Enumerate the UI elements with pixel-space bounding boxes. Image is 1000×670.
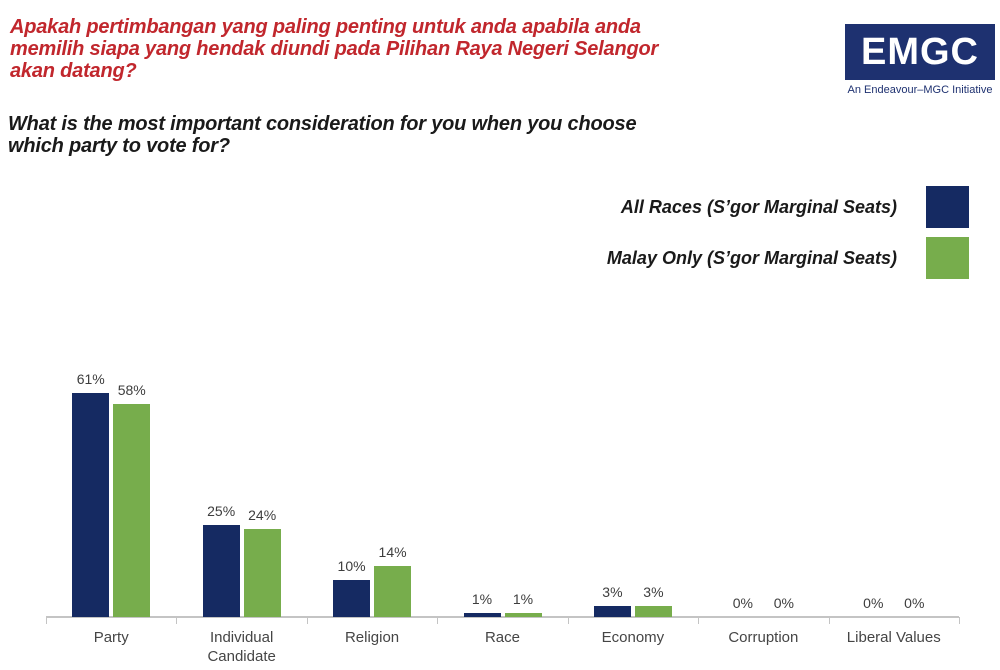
legend-item-malay-only: Malay Only (S’gor Marginal Seats) [607, 237, 969, 279]
legend-label-malay-only: Malay Only (S’gor Marginal Seats) [606, 247, 897, 268]
bar-chart-plot-area: 61% 58% 25% 24% 10% 14% 1% 1% 3% 3% 0% 0% 0% 0% [46, 350, 960, 624]
bar-value-label: 0% [863, 595, 884, 611]
x-axis-labels: Party Individual Candidate Religion Race Eco… [46, 628, 959, 670]
bar-value-label: 58% [117, 382, 146, 398]
x-axis-tick [46, 617, 47, 624]
english-question-line-1: What is the most important consideration… [8, 113, 637, 135]
x-axis-label-party: Party [93, 629, 129, 646]
emgc-logo-text: EMGC [861, 30, 979, 73]
bar-value-label: 24% [248, 507, 277, 523]
bar-value-label: 1% [512, 591, 534, 607]
bar-value-label: 3% [643, 584, 664, 600]
x-axis-label-individual-candidate: Individual Candidate [207, 629, 276, 665]
malay-question-line-1: Apakah pertimbangan yang paling penting … [10, 16, 641, 38]
bar-value-label: 10% [337, 558, 366, 574]
bar-individual-candidate-series-0 [202, 525, 240, 617]
bar-economy-series-1 [634, 606, 672, 617]
bar-value-label: 0% [773, 595, 794, 611]
x-axis-tick [567, 617, 569, 624]
malay-question-title: Apakah pertimbangan yang paling penting … [10, 16, 658, 82]
x-axis-label-race: Race [484, 629, 520, 646]
x-axis-tick [828, 617, 830, 624]
bar-value-label: 1% [471, 591, 493, 607]
malay-question-line-2: memilih siapa yang hendak diundi pada Pi… [10, 38, 659, 60]
legend-item-all-races: All Races (S’gor Marginal Seats) [621, 186, 969, 228]
x-axis-tick [437, 617, 439, 624]
bar-religion-series-1 [374, 566, 412, 617]
bar-value-label: 0% [904, 595, 925, 611]
bar-value-label: 0% [732, 595, 753, 611]
bar-religion-series-0 [333, 580, 371, 617]
x-axis-label-economy: Economy [601, 629, 665, 646]
english-question-title: What is the most important consideration… [8, 113, 637, 157]
legend-swatch-malay-only [926, 237, 969, 279]
x-axis-label-religion: Religion [344, 629, 400, 646]
x-axis-tick [698, 617, 700, 624]
legend-label-all-races: All Races (S’gor Marginal Seats) [620, 196, 897, 217]
bar-party-series-1 [113, 404, 151, 617]
x-axis-label-corruption: Corruption [728, 629, 799, 646]
legend-swatch-all-races [926, 186, 969, 228]
malay-question-line-3: akan datang? [10, 60, 137, 82]
bar-race-series-1 [504, 613, 542, 617]
x-axis-line [46, 616, 959, 618]
emgc-logo: EMGC [845, 24, 995, 80]
x-axis-tick [176, 617, 178, 624]
bar-value-label: 61% [76, 371, 105, 387]
x-axis-label-liberal-values: Liberal Values [846, 629, 941, 646]
english-question-line-2: which party to vote for? [8, 135, 230, 157]
bar-party-series-0 [72, 393, 110, 617]
bar-value-label: 14% [378, 544, 407, 560]
x-axis-tick [306, 617, 308, 624]
emgc-logo-caption: An Endeavour–MGC Initiative [847, 84, 993, 96]
bar-race-series-0 [463, 613, 501, 617]
bar-value-label: 3% [602, 584, 623, 600]
x-axis-tick [959, 617, 960, 624]
bar-value-label: 25% [207, 503, 236, 519]
bar-economy-series-0 [593, 606, 631, 617]
bar-individual-candidate-series-1 [243, 529, 281, 617]
